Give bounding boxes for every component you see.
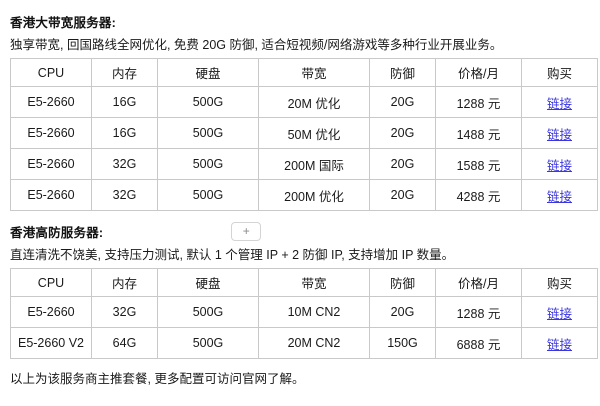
cell-defense: 20G xyxy=(369,86,436,118)
cell-price: 6888 元 xyxy=(435,327,522,359)
table-row: E5-2660 32G 500G 10M CN2 20G 1288 元 链接 xyxy=(10,296,598,328)
buy-link[interactable]: 链接 xyxy=(546,189,572,204)
buy-link[interactable]: 链接 xyxy=(546,127,572,142)
cell-cpu: E5-2660 xyxy=(10,86,92,118)
cell-memory: 32G xyxy=(91,148,158,180)
column-header-bandwidth: 带宽 xyxy=(258,268,370,297)
column-header-defense: 防御 xyxy=(369,58,436,87)
column-header-disk: 硬盘 xyxy=(157,58,259,87)
column-header-disk: 硬盘 xyxy=(157,268,259,297)
cell-bandwidth: 20M CN2 xyxy=(258,327,370,359)
section-title-bandwidth: 香港大带宽服务器: xyxy=(10,15,116,30)
table-head: CPU 内存 硬盘 带宽 防御 价格/月 购买 xyxy=(10,268,598,297)
cell-memory: 32G xyxy=(91,296,158,328)
cell-cpu: E5-2660 V2 xyxy=(10,327,92,359)
cell-disk: 500G xyxy=(157,117,259,149)
table-body: E5-2660 16G 500G 20M 优化 20G 1288 元 链接 E5… xyxy=(10,86,598,211)
cell-buy[interactable]: 链接 xyxy=(521,179,598,211)
plans-table-bandwidth: CPU 内存 硬盘 带宽 防御 价格/月 购买 E5-2660 16G 500G… xyxy=(10,58,598,211)
cell-defense: 20G xyxy=(369,148,436,180)
cell-buy[interactable]: 链接 xyxy=(521,296,598,328)
section-header-1: 香港大带宽服务器: xyxy=(10,8,590,34)
cell-buy[interactable]: 链接 xyxy=(521,86,598,118)
top-spacer xyxy=(10,0,590,8)
cell-bandwidth: 200M 优化 xyxy=(258,179,370,211)
section-spacer xyxy=(10,211,590,218)
cell-price: 1488 元 xyxy=(435,117,522,149)
cell-disk: 500G xyxy=(157,327,259,359)
cell-memory: 16G xyxy=(91,86,158,118)
cell-memory: 64G xyxy=(91,327,158,359)
cell-defense: 150G xyxy=(369,327,436,359)
buy-link[interactable]: 链接 xyxy=(546,158,572,173)
cell-cpu: E5-2660 xyxy=(10,179,92,211)
footer-note: 以上为该服务商主推套餐, 更多配置可访问官网了解。 xyxy=(10,372,305,386)
buy-link[interactable]: 链接 xyxy=(546,96,572,111)
cell-bandwidth: 50M 优化 xyxy=(258,117,370,149)
cell-price: 1288 元 xyxy=(435,86,522,118)
cell-defense: 20G xyxy=(369,179,436,211)
column-header-memory: 内存 xyxy=(91,268,158,297)
cell-disk: 500G xyxy=(157,179,259,211)
cell-buy[interactable]: 链接 xyxy=(521,327,598,359)
cell-defense: 20G xyxy=(369,117,436,149)
cell-price: 4288 元 xyxy=(435,179,522,211)
cell-disk: 500G xyxy=(157,86,259,118)
column-header-memory: 内存 xyxy=(91,58,158,87)
cell-memory: 32G xyxy=(91,179,158,211)
cell-bandwidth: 200M 国际 xyxy=(258,148,370,180)
buy-link[interactable]: 链接 xyxy=(546,337,572,352)
cell-disk: 500G xyxy=(157,148,259,180)
column-header-price: 价格/月 xyxy=(435,58,522,87)
cell-bandwidth: 20M 优化 xyxy=(258,86,370,118)
column-header-defense: 防御 xyxy=(369,268,436,297)
cell-buy[interactable]: 链接 xyxy=(521,148,598,180)
plans-table-highdefense: CPU 内存 硬盘 带宽 防御 价格/月 购买 E5-2660 32G 500G… xyxy=(10,268,598,359)
table-row: E5-2660 16G 500G 50M 优化 20G 1488 元 链接 xyxy=(10,117,598,149)
section-header-2: 香港高防服务器: + xyxy=(10,218,590,244)
table-body: E5-2660 32G 500G 10M CN2 20G 1288 元 链接 E… xyxy=(10,296,598,359)
cell-memory: 16G xyxy=(91,117,158,149)
table-row: E5-2660 32G 500G 200M 国际 20G 1588 元 链接 xyxy=(10,148,598,180)
cell-price: 1588 元 xyxy=(435,148,522,180)
cell-price: 1288 元 xyxy=(435,296,522,328)
cell-disk: 500G xyxy=(157,296,259,328)
table-header-row: CPU 内存 硬盘 带宽 防御 价格/月 购买 xyxy=(10,268,598,297)
cell-cpu: E5-2660 xyxy=(10,296,92,328)
section-description-highdefense: 直连清洗不饶美, 支持压力测试, 默认 1 个管理 IP + 2 防御 IP, … xyxy=(10,248,455,262)
column-header-buy: 购买 xyxy=(521,268,598,297)
table-row: E5-2660 V2 64G 500G 20M CN2 150G 6888 元 … xyxy=(10,327,598,359)
table-row: E5-2660 16G 500G 20M 优化 20G 1288 元 链接 xyxy=(10,86,598,118)
column-header-cpu: CPU xyxy=(10,268,92,297)
table-head: CPU 内存 硬盘 带宽 防御 价格/月 购买 xyxy=(10,58,598,87)
add-button[interactable]: + xyxy=(231,221,262,241)
section-description-bandwidth: 独享带宽, 回国路线全网优化, 免费 20G 防御, 适合短视频/网络游戏等多种… xyxy=(10,38,503,52)
section-title-highdefense: 香港高防服务器: xyxy=(10,225,104,240)
column-header-buy: 购买 xyxy=(521,58,598,87)
column-header-cpu: CPU xyxy=(10,58,92,87)
cell-defense: 20G xyxy=(369,296,436,328)
column-header-price: 价格/月 xyxy=(435,268,522,297)
cell-cpu: E5-2660 xyxy=(10,148,92,180)
cell-buy[interactable]: 链接 xyxy=(521,117,598,149)
cell-cpu: E5-2660 xyxy=(10,117,92,149)
column-header-bandwidth: 带宽 xyxy=(258,58,370,87)
cell-bandwidth: 10M CN2 xyxy=(258,296,370,328)
table-header-row: CPU 内存 硬盘 带宽 防御 价格/月 购买 xyxy=(10,58,598,87)
buy-link[interactable]: 链接 xyxy=(546,306,572,321)
table-row: E5-2660 32G 500G 200M 优化 20G 4288 元 链接 xyxy=(10,179,598,211)
